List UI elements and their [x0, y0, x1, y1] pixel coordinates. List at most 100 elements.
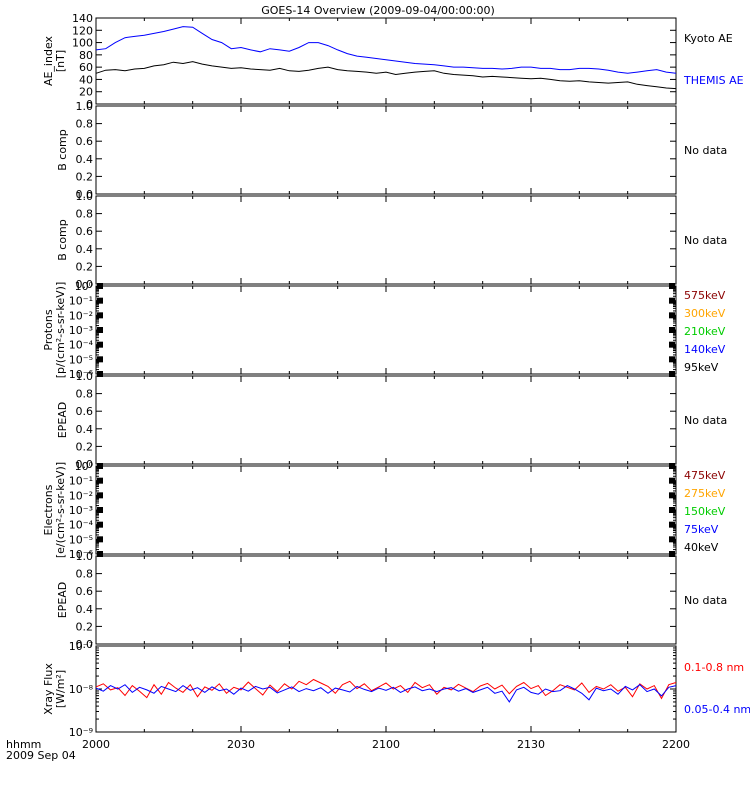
panel-frame — [95, 375, 677, 465]
y-tick-label: 10⁰ — [75, 280, 94, 293]
channel-marker — [97, 521, 103, 528]
channel-marker — [669, 283, 675, 289]
legend-entry: 575keV — [684, 289, 726, 302]
no-data-note: No data — [684, 414, 727, 427]
y-tick-label: 0.6 — [76, 135, 94, 148]
y-tick-label: 0.8 — [76, 118, 94, 131]
y-tick-label: 10⁻³ — [69, 504, 93, 517]
y-tick-label: 10⁻¹ — [69, 475, 93, 488]
y-tick-label: 0 — [86, 98, 93, 111]
panel-electrons: 10⁻⁶ 10⁻⁵10⁻⁴ 10⁻³ 10⁻²10⁻¹ 10⁰ Electrons [e/(… — [42, 460, 726, 561]
panel-protons: 10⁻⁶ 10⁻⁵10⁻⁴ 10⁻³ 10⁻²10⁻¹ 10⁰ Protons [p/(cm… — [42, 280, 726, 381]
y-axis-label: [nT] — [54, 50, 67, 72]
panel-frame — [95, 105, 677, 195]
channel-marker — [97, 492, 103, 499]
channel-marker — [669, 507, 675, 513]
y-axis-label: Protons — [42, 309, 55, 350]
legend-entry: 275keV — [684, 487, 726, 500]
channel-marker — [97, 283, 103, 289]
channel-marker — [669, 536, 675, 543]
legend-entry: Kyoto AE — [684, 32, 733, 45]
channel-marker — [97, 327, 103, 333]
channel-marker — [97, 507, 103, 513]
y-tick-label: 10⁻² — [69, 489, 93, 502]
channel-marker — [97, 371, 103, 377]
y-tick-label: 1.0 — [76, 370, 94, 383]
channel-marker — [97, 536, 103, 543]
y-tick-label: 1.0 — [76, 190, 94, 203]
y-tick-label: 40 — [79, 73, 93, 86]
channel-marker — [669, 492, 675, 499]
y-tick-label: 140 — [72, 12, 93, 25]
time-tick-0: 2000 — [82, 738, 110, 751]
time-tick-2: 2100 — [372, 738, 400, 751]
panel-bcomp2: 0.0 0.2 0.4 0.6 0.8 1.0 B comp No data — [56, 190, 727, 291]
channel-marker — [669, 551, 675, 557]
legend-entry: 0.05-0.4 nm — [684, 703, 750, 716]
channel-marker — [669, 521, 675, 528]
y-tick-label: 100 — [72, 37, 93, 50]
legend-entry: 0.1-0.8 nm — [684, 661, 744, 674]
time-axis-label-date: 2009 Sep 04 — [6, 749, 76, 762]
legend-entry: 40keV — [684, 541, 719, 554]
y-tick-label: 0.4 — [76, 603, 94, 616]
y-tick-label: 0.4 — [76, 243, 94, 256]
plot-title: GOES-14 Overview (2009-09-04/00:00:00) — [261, 4, 494, 17]
y-tick-label: 10⁻³ — [69, 324, 93, 337]
y-tick-label: 10⁻⁴ — [69, 339, 94, 352]
y-tick-label: 0.2 — [76, 620, 94, 633]
y-axis-label: [W/m²] — [54, 670, 67, 708]
y-tick-label: 0.8 — [76, 388, 94, 401]
y-tick-label: 10⁻⁶ — [69, 368, 94, 381]
panel-frame — [95, 195, 677, 285]
y-axis-label: B comp — [56, 219, 69, 261]
y-tick-label: 0.4 — [76, 423, 94, 436]
y-axis-label: AE_index — [42, 35, 55, 86]
y-tick-label: 10⁻⁴ — [69, 519, 94, 532]
channel-marker — [97, 477, 103, 484]
panel-epead2: 0.0 0.2 0.4 0.6 0.8 1.0 EPEAD No data — [56, 550, 727, 651]
y-tick-label: 0.8 — [76, 568, 94, 581]
y-axis-label: Xray Flux — [42, 663, 55, 715]
series-line-themis-ae — [95, 26, 677, 74]
y-tick-label: 1.0 — [76, 100, 94, 113]
y-axis-label: [p/(cm²-s-sr-keV)] — [54, 282, 67, 379]
y-tick-label: 0.6 — [76, 585, 94, 598]
y-axis-label: Electrons — [42, 484, 55, 535]
panel-xray: 10⁻⁹ 10⁻⁸ 10⁻⁷ Xray Flux [W/m²] 0.1-0.8 nm 0.0… — [42, 640, 750, 739]
panel-frame — [95, 465, 677, 555]
channel-marker — [97, 297, 103, 304]
channel-marker — [669, 341, 675, 348]
channel-marker — [669, 463, 675, 469]
y-tick-label: 0.6 — [76, 405, 94, 418]
channel-marker — [669, 477, 675, 484]
y-tick-label: 10⁰ — [75, 460, 94, 473]
channel-marker — [669, 371, 675, 377]
y-axis-label: EPEAD — [56, 402, 69, 439]
legend-entry: 75keV — [684, 523, 719, 536]
y-tick-label: 20 — [79, 86, 93, 99]
y-tick-label: 120 — [72, 24, 93, 37]
time-axis: 2000 2030 2100 2130 2200 hhmm 2009 Sep 0… — [6, 738, 690, 762]
panel-frame — [95, 17, 677, 105]
legend-entry: 140keV — [684, 343, 726, 356]
legend-entry: 210keV — [684, 325, 726, 338]
legend-entry: 300keV — [684, 307, 726, 320]
y-tick-label: 60 — [79, 61, 93, 74]
y-axis-label: B comp — [56, 129, 69, 171]
channel-marker — [97, 341, 103, 348]
channel-marker — [97, 312, 103, 319]
series-line-0-05-0-4-nm — [95, 684, 677, 703]
legend-entry: THEMIS AE — [683, 74, 744, 87]
y-tick-label: 10⁻⁹ — [69, 726, 93, 739]
y-tick-label: 10⁻⁸ — [69, 683, 94, 696]
channel-marker — [669, 297, 675, 304]
channel-marker — [669, 312, 675, 319]
series-line-0-1-0-8-nm — [95, 678, 677, 700]
no-data-note: No data — [684, 594, 727, 607]
y-tick-label: 0.2 — [76, 440, 94, 453]
panel-bcomp1: 0.0 0.2 0.4 0.6 0.8 1.0 B comp No data — [56, 100, 727, 201]
